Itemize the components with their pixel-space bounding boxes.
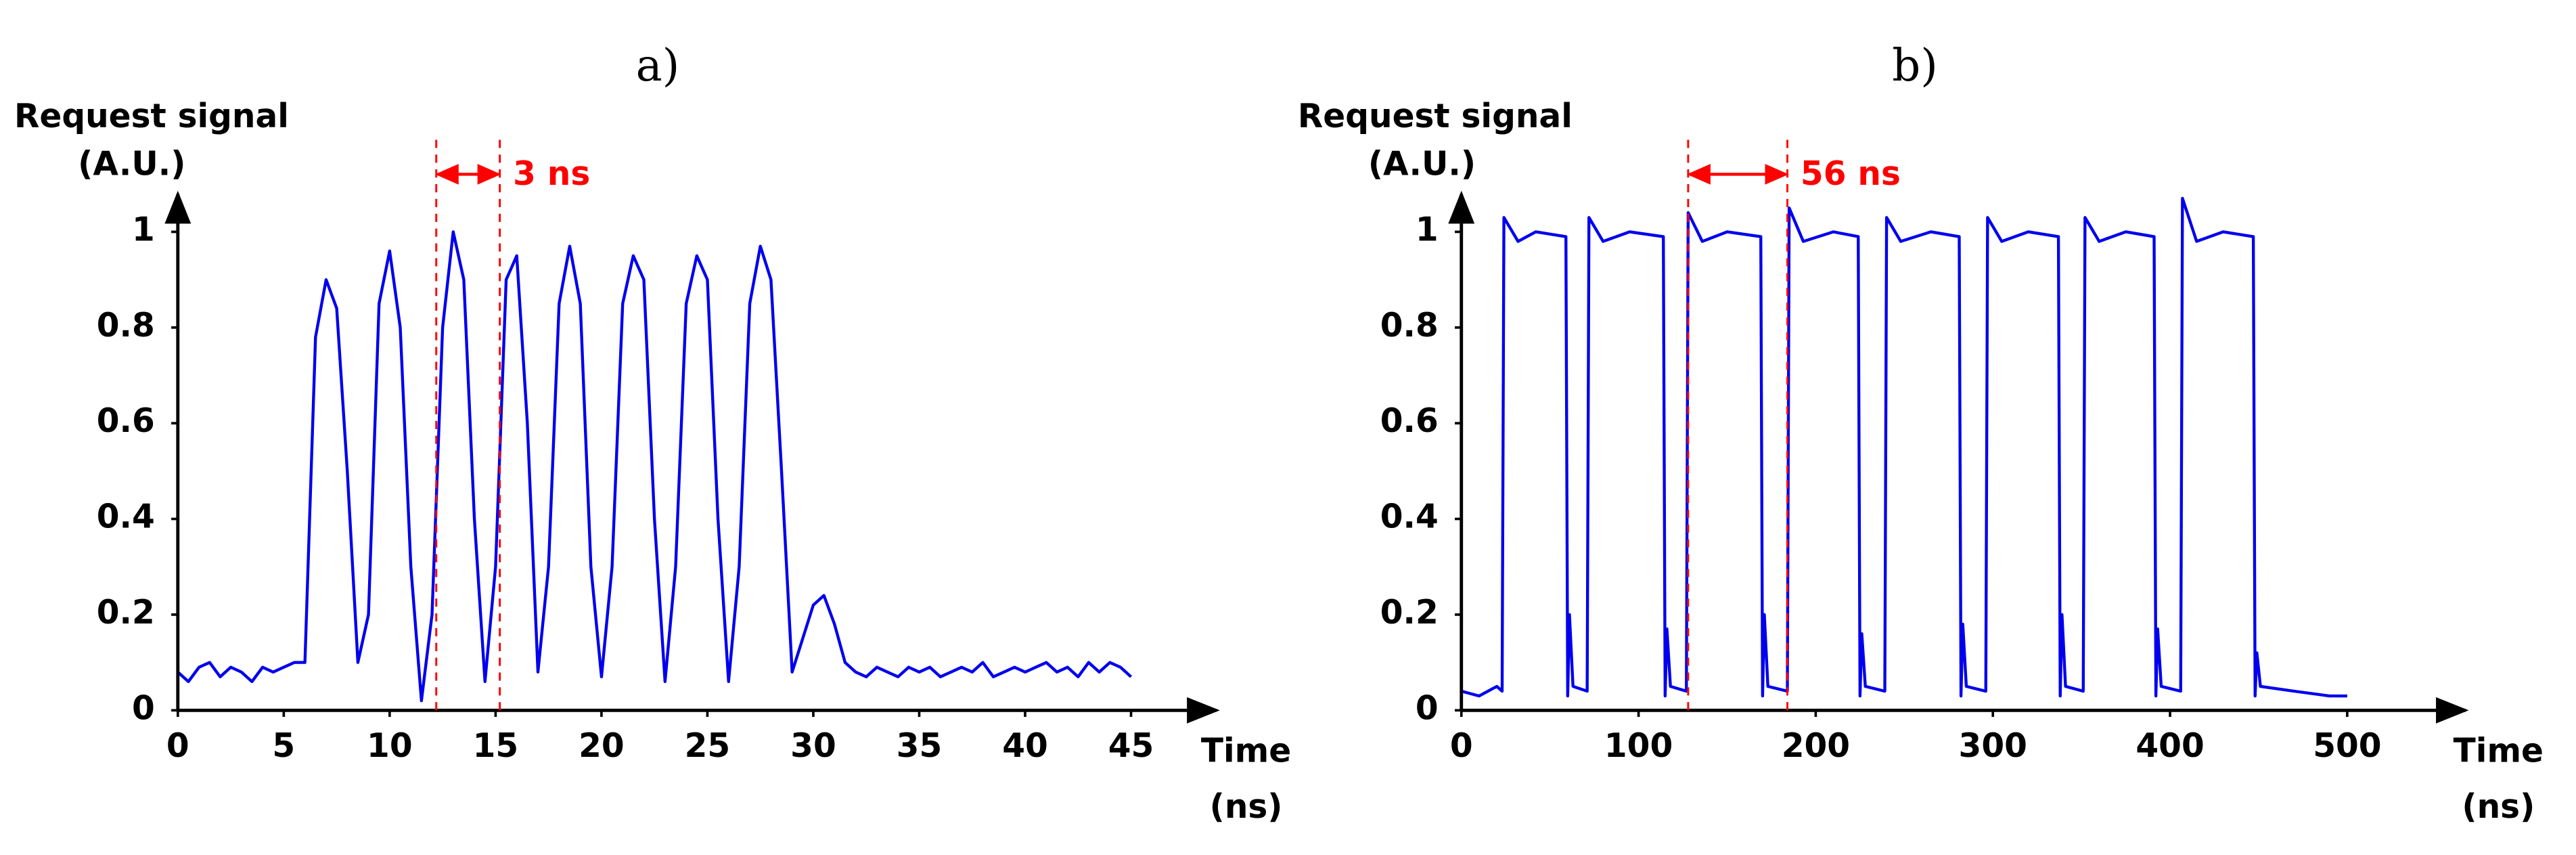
x-tick-label: 40 xyxy=(1002,727,1048,765)
x-tick-label: 400 xyxy=(2136,727,2204,765)
signal-line xyxy=(1461,196,2347,698)
y-axis-label: Request signal xyxy=(14,97,289,135)
x-axis-label: (ns) xyxy=(2462,788,2535,826)
x-tick-label: 25 xyxy=(685,727,731,765)
y-tick-label: 1 xyxy=(1416,211,1439,248)
x-tick-label: 15 xyxy=(473,727,519,765)
panel-title: a) xyxy=(636,40,680,91)
y-tick-label: 0.4 xyxy=(1380,498,1439,536)
x-tick-label: 0 xyxy=(166,727,189,765)
x-tick-label: 35 xyxy=(897,727,943,765)
x-tick-label: 100 xyxy=(1604,727,1673,765)
y-tick-label: 0.2 xyxy=(1380,594,1439,632)
x-tick-label: 5 xyxy=(272,727,295,765)
x-tick-label: 30 xyxy=(790,727,836,765)
x-tick-label: 500 xyxy=(2313,727,2381,765)
x-axis-label: Time xyxy=(2454,732,2544,770)
x-tick-label: 300 xyxy=(1959,727,2027,765)
y-tick-label: 0.6 xyxy=(1380,402,1439,440)
x-tick-label: 10 xyxy=(367,727,413,765)
x-tick-label: 0 xyxy=(1450,727,1473,765)
x-axis-label: (ns) xyxy=(1210,788,1283,826)
x-axis-label: Time xyxy=(1201,732,1291,770)
y-axis-label: (A.U.) xyxy=(1368,145,1476,183)
panel-title: b) xyxy=(1892,40,1938,91)
annotation-label: 3 ns xyxy=(513,155,590,193)
y-tick-label: 0 xyxy=(132,689,155,727)
y-tick-label: 0.6 xyxy=(97,402,155,440)
y-tick-label: 0.4 xyxy=(97,498,155,536)
y-tick-label: 0.2 xyxy=(97,594,155,632)
y-tick-label: 1 xyxy=(132,211,155,248)
y-axis-label: (A.U.) xyxy=(78,145,185,183)
y-tick-label: 0.8 xyxy=(97,307,155,345)
annotation-label: 56 ns xyxy=(1801,155,1901,193)
x-tick-label: 20 xyxy=(579,727,625,765)
y-axis-label: Request signal xyxy=(1298,97,1573,135)
y-tick-label: 0.8 xyxy=(1380,307,1439,345)
signal-line xyxy=(177,230,1133,703)
y-tick-label: 0 xyxy=(1416,689,1439,727)
x-tick-label: 45 xyxy=(1108,727,1154,765)
x-tick-label: 200 xyxy=(1782,727,1850,765)
